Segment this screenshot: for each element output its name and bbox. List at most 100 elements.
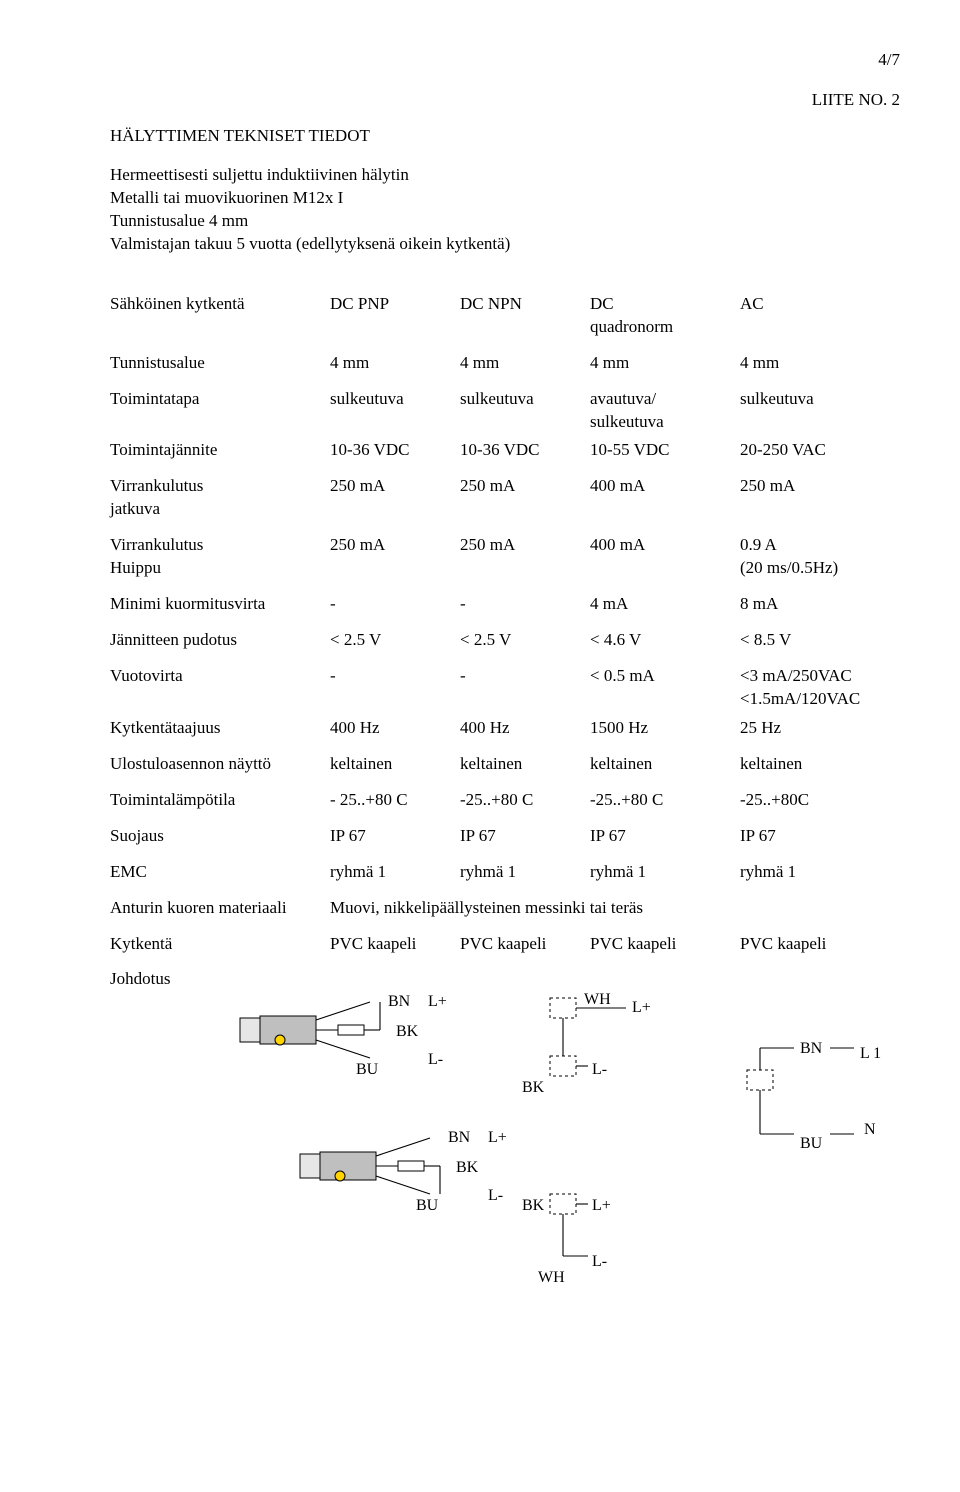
wiring-diagrams: BNL+ BK BUL- BNL+ BK BUL- WH L+ BK L- BK… xyxy=(110,998,900,1358)
svg-text:BK: BK xyxy=(396,1023,419,1040)
spec-label: Kytkentä xyxy=(110,923,330,959)
page-title: HÄLYTTIMEN TEKNISET TIEDOT xyxy=(110,126,900,146)
svg-text:BN: BN xyxy=(388,993,411,1010)
spec-value: - 25..+80 C xyxy=(330,779,460,815)
diagram-pnp: BNL+ BK BUL- xyxy=(240,992,470,1102)
spec-value xyxy=(330,958,460,994)
spec-label: Suojaus xyxy=(110,815,330,851)
spec-value: 20-250 VAC xyxy=(740,436,900,465)
intro-block: Hermeettisesti suljettu induktiivinen hä… xyxy=(110,164,900,256)
spec-value: PVC kaapeli xyxy=(460,923,590,959)
spec-label: VirrankulutusHuippu xyxy=(110,524,330,583)
spec-value: IP 67 xyxy=(590,815,740,851)
spec-label: Vuotovirta xyxy=(110,655,330,714)
spec-value: - xyxy=(330,655,460,714)
spec-value: 400 Hz xyxy=(330,714,460,743)
spec-label: Toimintajännite xyxy=(110,436,330,465)
svg-text:WH: WH xyxy=(584,991,611,1008)
spec-value: - xyxy=(330,583,460,619)
spec-label: Tunnistusalue xyxy=(110,342,330,378)
spec-value: PVC kaapeli xyxy=(330,923,460,959)
spec-value: 250 mA xyxy=(460,465,590,524)
spec-value: 10-36 VDC xyxy=(460,436,590,465)
spec-value: 0.9 A(20 ms/0.5Hz) xyxy=(740,524,900,583)
spec-value: 4 mm xyxy=(460,342,590,378)
spec-value: keltainen xyxy=(330,743,460,779)
spec-value: IP 67 xyxy=(740,815,900,851)
spec-value: ryhmä 1 xyxy=(330,851,460,887)
spec-value: DCquadronorm xyxy=(590,290,740,342)
spec-value: ryhmä 1 xyxy=(740,851,900,887)
spec-value: < 2.5 V xyxy=(460,619,590,655)
spec-value: <3 mA/250VAC<1.5mA/120VAC xyxy=(740,655,900,714)
spec-label: Toimintatapa xyxy=(110,378,330,437)
svg-text:BU: BU xyxy=(800,1135,823,1152)
spec-value: 400 Hz xyxy=(460,714,590,743)
svg-text:N: N xyxy=(864,1121,876,1138)
diagram-quadronorm: WH L+ BK L- xyxy=(540,992,720,1152)
svg-text:BU: BU xyxy=(356,1061,379,1078)
diagram-quadronorm-2: BK L+ WH L- xyxy=(540,1188,720,1338)
spec-value: 250 mA xyxy=(460,524,590,583)
spec-value: 4 mm xyxy=(590,342,740,378)
spec-value: keltainen xyxy=(590,743,740,779)
spec-value: IP 67 xyxy=(330,815,460,851)
spec-value: -25..+80 C xyxy=(590,779,740,815)
spec-value: sulkeutuva xyxy=(460,378,590,437)
spec-value: - xyxy=(460,655,590,714)
diagram-npn: BNL+ BK BUL- xyxy=(300,1128,530,1238)
spec-label: Minimi kuormitusvirta xyxy=(110,583,330,619)
spec-value: 8 mA xyxy=(740,583,900,619)
svg-text:BU: BU xyxy=(416,1197,439,1214)
spec-label: EMC xyxy=(110,851,330,887)
spec-value: DC PNP xyxy=(330,290,460,342)
spec-label: Kytkentätaajuus xyxy=(110,714,330,743)
svg-text:BK: BK xyxy=(522,1079,545,1096)
spec-label: Sähköinen kytkentä xyxy=(110,290,330,342)
intro-line: Tunnistusalue 4 mm xyxy=(110,210,900,233)
spec-value: PVC kaapeli xyxy=(740,923,900,959)
appendix-label: LIITE NO. 2 xyxy=(110,90,900,110)
svg-text:WH: WH xyxy=(538,1269,565,1286)
svg-text:BN: BN xyxy=(800,1040,823,1057)
spec-value: 10-36 VDC xyxy=(330,436,460,465)
spec-value: 1500 Hz xyxy=(590,714,740,743)
spec-value: ryhmä 1 xyxy=(590,851,740,887)
svg-text:BK: BK xyxy=(456,1159,479,1176)
spec-label: Ulostuloasennon näyttö xyxy=(110,743,330,779)
spec-label: Jännitteen pudotus xyxy=(110,619,330,655)
svg-text:L-: L- xyxy=(592,1061,607,1078)
spec-value: sulkeutuva xyxy=(330,378,460,437)
spec-value: 250 mA xyxy=(330,524,460,583)
svg-text:L+: L+ xyxy=(488,1129,507,1146)
spec-value: 4 mA xyxy=(590,583,740,619)
spec-label: Toimintalämpötila xyxy=(110,779,330,815)
svg-text:L+: L+ xyxy=(592,1197,611,1214)
intro-line: Valmistajan takuu 5 vuotta (edellytyksen… xyxy=(110,233,900,256)
svg-text:L-: L- xyxy=(592,1253,607,1270)
spec-value: < 0.5 mA xyxy=(590,655,740,714)
intro-line: Metalli tai muovikuorinen M12x I xyxy=(110,187,900,210)
spec-value: 250 mA xyxy=(740,465,900,524)
spec-value xyxy=(740,958,900,994)
svg-text:L 1: L 1 xyxy=(860,1045,881,1062)
spec-value: < 8.5 V xyxy=(740,619,900,655)
svg-text:L+: L+ xyxy=(428,993,447,1010)
spec-value: 250 mA xyxy=(330,465,460,524)
spec-value: DC NPN xyxy=(460,290,590,342)
svg-text:BN: BN xyxy=(448,1129,471,1146)
spec-value: keltainen xyxy=(740,743,900,779)
spec-label: Anturin kuoren materiaali xyxy=(110,887,330,923)
spec-value: 4 mm xyxy=(740,342,900,378)
spec-value: sulkeutuva xyxy=(740,378,900,437)
spec-value: 10-55 VDC xyxy=(590,436,740,465)
spec-value: AC xyxy=(740,290,900,342)
spec-value: IP 67 xyxy=(460,815,590,851)
spec-value: < 2.5 V xyxy=(330,619,460,655)
spec-value: - xyxy=(460,583,590,619)
spec-value: 400 mA xyxy=(590,524,740,583)
spec-label: Johdotus xyxy=(110,958,330,994)
page-number: 4/7 xyxy=(110,50,900,70)
spec-value: keltainen xyxy=(460,743,590,779)
spec-value: -25..+80 C xyxy=(460,779,590,815)
